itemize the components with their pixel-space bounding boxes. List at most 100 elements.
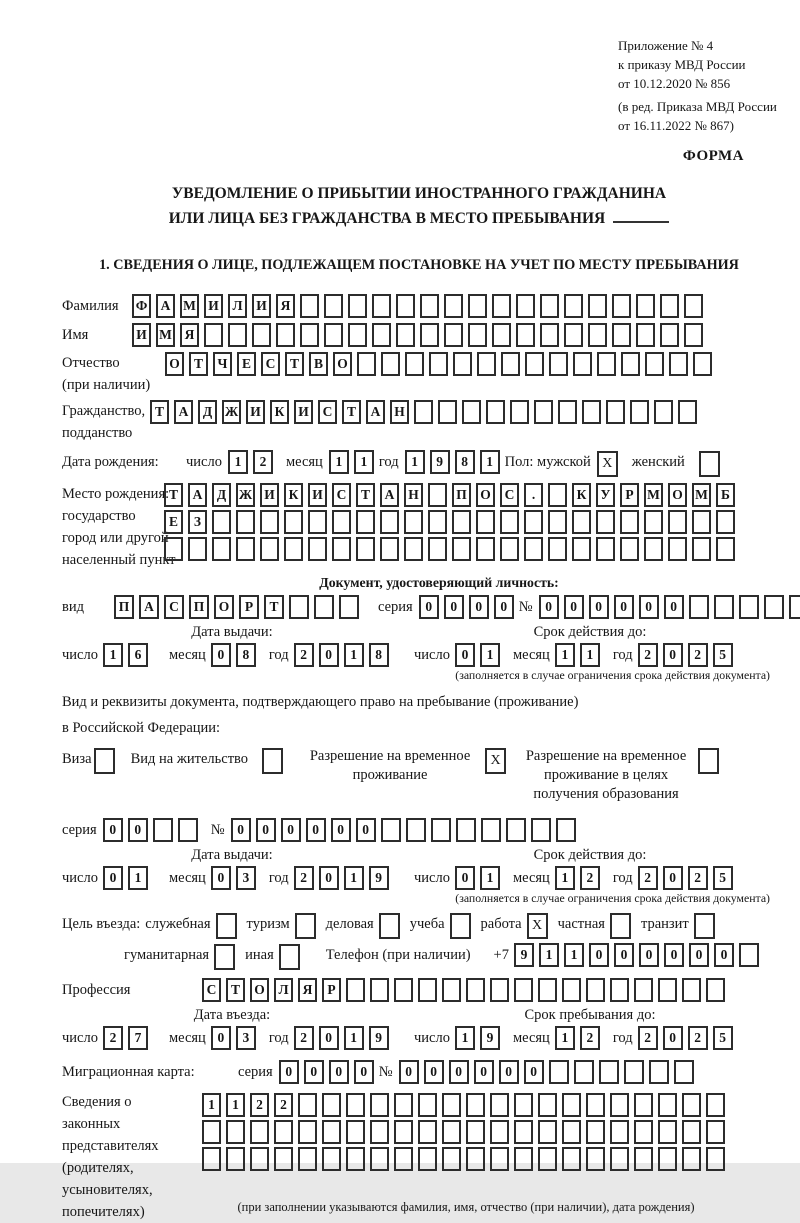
char-cell[interactable]: 0 xyxy=(210,643,231,667)
char-cell[interactable] xyxy=(250,1147,269,1171)
char-cell[interactable]: Ж xyxy=(236,483,255,507)
char-cell[interactable]: 0 xyxy=(328,1060,349,1084)
char-cell[interactable] xyxy=(596,510,615,534)
char-cell[interactable] xyxy=(202,1147,221,1171)
char-cell[interactable] xyxy=(332,510,351,534)
char-cell[interactable]: . xyxy=(524,483,543,507)
char-cell[interactable] xyxy=(706,1120,725,1144)
char-cell[interactable] xyxy=(236,510,255,534)
char-cell[interactable] xyxy=(322,1093,341,1117)
char-cell[interactable] xyxy=(466,1093,485,1117)
char-cell[interactable] xyxy=(236,537,255,561)
char-cell[interactable] xyxy=(525,352,544,376)
char-cell[interactable]: М xyxy=(180,294,199,318)
char-cell[interactable]: 0 xyxy=(454,866,475,890)
char-cell[interactable]: 2 xyxy=(637,643,658,667)
char-cell[interactable] xyxy=(586,978,605,1002)
char-cell[interactable]: И xyxy=(246,400,265,424)
char-cell[interactable] xyxy=(324,294,343,318)
char-cell[interactable]: 0 xyxy=(588,943,609,967)
purpose-business-checkbox[interactable] xyxy=(215,913,237,939)
char-cell[interactable] xyxy=(348,294,367,318)
char-cell[interactable] xyxy=(692,537,711,561)
char-cell[interactable] xyxy=(586,1120,605,1144)
char-cell[interactable] xyxy=(716,537,735,561)
char-cell[interactable] xyxy=(396,294,415,318)
char-cell[interactable] xyxy=(308,537,327,561)
char-cell[interactable]: Л xyxy=(274,978,293,1002)
char-cell[interactable]: А xyxy=(366,400,385,424)
char-cell[interactable]: И xyxy=(132,323,151,347)
char-cell[interactable] xyxy=(346,1120,365,1144)
char-cell[interactable]: 0 xyxy=(255,818,276,842)
char-cell[interactable] xyxy=(668,537,687,561)
char-cell[interactable]: С xyxy=(164,595,184,619)
option-temp-residence-education-checkbox[interactable] xyxy=(698,748,720,774)
char-cell[interactable] xyxy=(612,323,631,347)
char-cell[interactable]: 1 xyxy=(343,866,364,890)
char-cell[interactable] xyxy=(202,1120,221,1144)
char-cell[interactable] xyxy=(612,294,631,318)
char-cell[interactable]: 9 xyxy=(368,866,389,890)
char-cell[interactable] xyxy=(693,352,712,376)
char-cell[interactable]: 2 xyxy=(250,1093,269,1117)
char-cell[interactable]: 0 xyxy=(398,1060,419,1084)
char-cell[interactable]: 1 xyxy=(579,643,600,667)
char-cell[interactable] xyxy=(370,1147,389,1171)
char-cell[interactable]: 2 xyxy=(293,643,314,667)
char-cell[interactable]: 2 xyxy=(293,866,314,890)
char-cell[interactable] xyxy=(298,1120,317,1144)
char-cell[interactable] xyxy=(490,1093,509,1117)
char-cell[interactable]: 0 xyxy=(423,1060,444,1084)
char-cell[interactable] xyxy=(370,978,389,1002)
char-cell[interactable] xyxy=(538,1093,557,1117)
char-cell[interactable]: 0 xyxy=(498,1060,519,1084)
char-cell[interactable]: Я xyxy=(180,323,199,347)
char-cell[interactable] xyxy=(370,1093,389,1117)
char-cell[interactable]: О xyxy=(250,978,269,1002)
char-cell[interactable]: 0 xyxy=(493,595,514,619)
char-cell[interactable]: О xyxy=(165,352,184,376)
char-cell[interactable] xyxy=(420,323,439,347)
char-cell[interactable] xyxy=(477,352,496,376)
char-cell[interactable]: Б xyxy=(716,483,735,507)
char-cell[interactable]: 0 xyxy=(662,866,683,890)
purpose-humanitarian-checkbox[interactable] xyxy=(214,944,236,970)
char-cell[interactable] xyxy=(300,294,319,318)
char-cell[interactable] xyxy=(573,1060,594,1084)
char-cell[interactable] xyxy=(480,818,501,842)
char-cell[interactable]: 0 xyxy=(330,818,351,842)
char-cell[interactable] xyxy=(558,400,577,424)
char-cell[interactable]: С xyxy=(332,483,351,507)
char-cell[interactable] xyxy=(429,352,448,376)
char-cell[interactable] xyxy=(500,510,519,534)
char-cell[interactable] xyxy=(226,1147,245,1171)
char-cell[interactable] xyxy=(284,510,303,534)
char-cell[interactable] xyxy=(673,1060,694,1084)
char-cell[interactable]: 2 xyxy=(579,866,600,890)
char-cell[interactable]: 1 xyxy=(343,643,364,667)
char-cell[interactable] xyxy=(562,1093,581,1117)
char-cell[interactable]: 2 xyxy=(637,1026,658,1050)
char-cell[interactable]: 0 xyxy=(102,866,123,890)
char-cell[interactable]: П xyxy=(189,595,209,619)
char-cell[interactable] xyxy=(466,978,485,1002)
char-cell[interactable]: 2 xyxy=(637,866,658,890)
char-cell[interactable] xyxy=(444,323,463,347)
char-cell[interactable]: 0 xyxy=(538,595,559,619)
char-cell[interactable]: 5 xyxy=(712,643,733,667)
char-cell[interactable]: 1 xyxy=(554,866,575,890)
char-cell[interactable]: 1 xyxy=(554,1026,575,1050)
char-cell[interactable]: 1 xyxy=(127,866,148,890)
char-cell[interactable] xyxy=(276,323,295,347)
char-cell[interactable] xyxy=(634,1147,653,1171)
char-cell[interactable]: Ф xyxy=(132,294,151,318)
char-cell[interactable]: 1 xyxy=(479,866,500,890)
char-cell[interactable]: М xyxy=(644,483,663,507)
char-cell[interactable] xyxy=(658,1120,677,1144)
purpose-work-checkbox[interactable]: X xyxy=(526,913,548,939)
char-cell[interactable]: Т xyxy=(285,352,304,376)
char-cell[interactable] xyxy=(738,943,759,967)
char-cell[interactable] xyxy=(289,595,309,619)
char-cell[interactable] xyxy=(524,510,543,534)
